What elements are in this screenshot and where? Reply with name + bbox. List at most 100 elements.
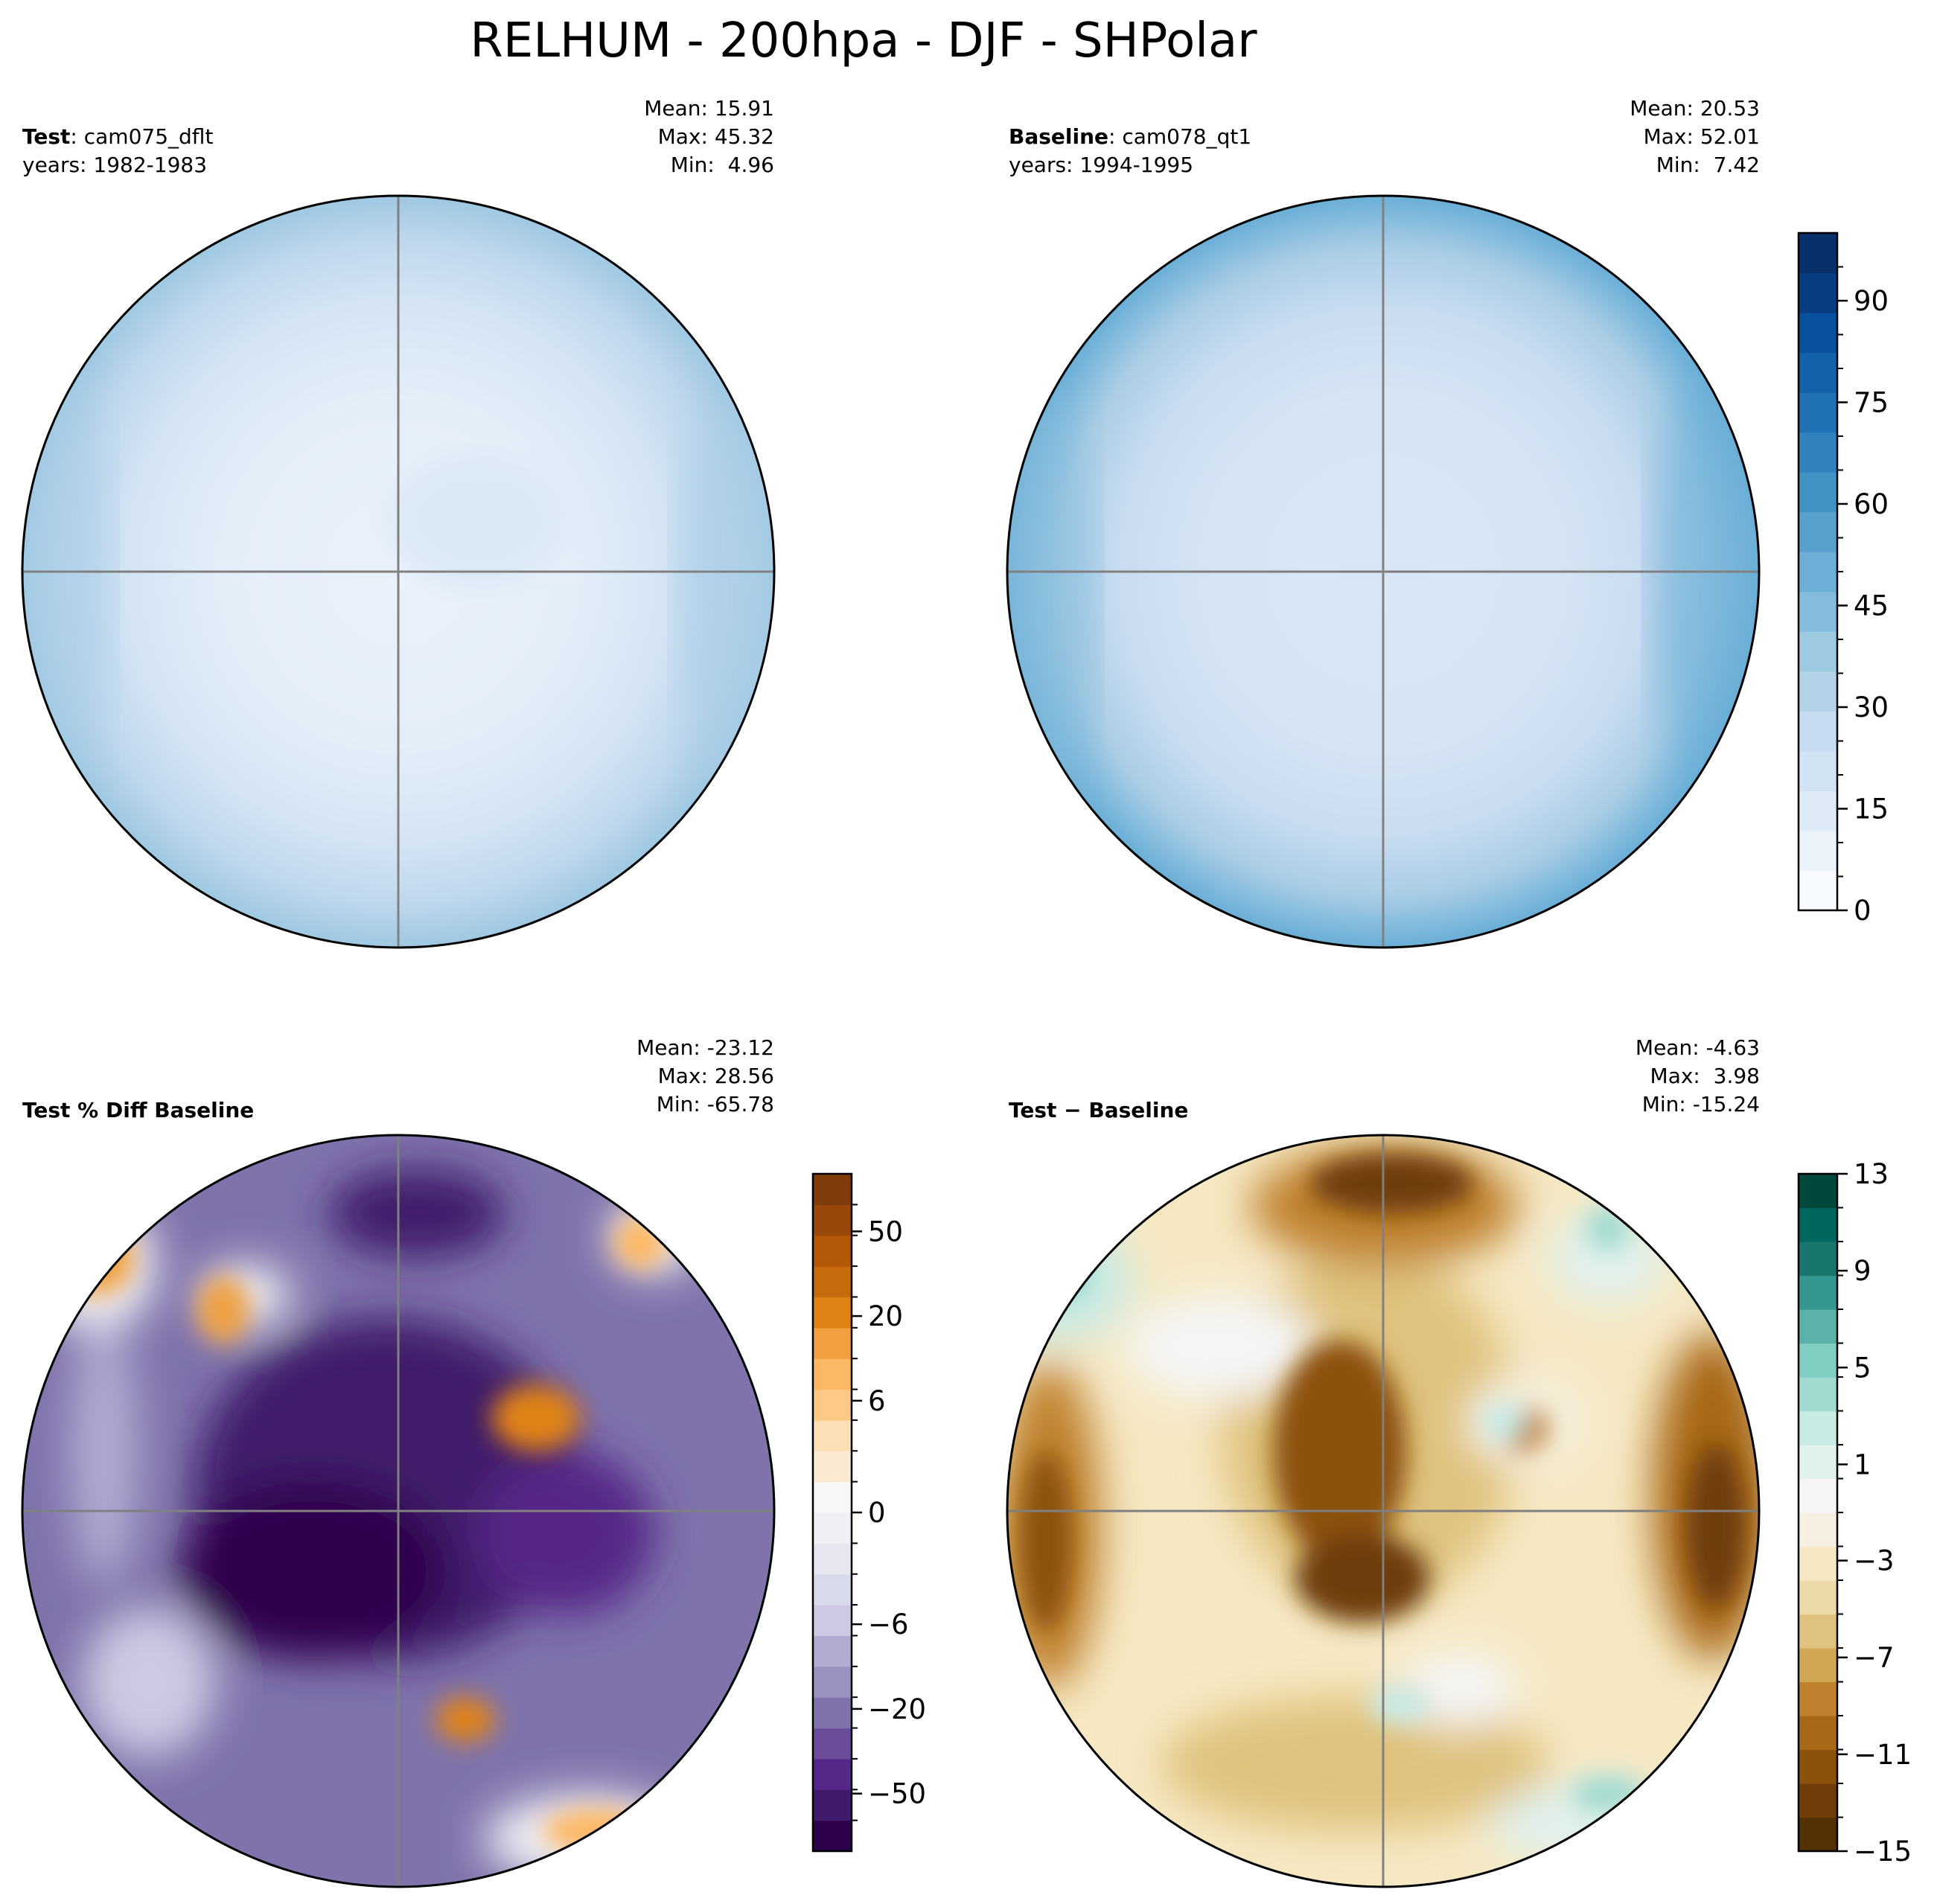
blues-colorbar-segment	[1799, 233, 1837, 274]
puor-colorbar-tick-label: 20	[868, 1300, 903, 1332]
baseline-label-case: : cam078_qt1	[1108, 124, 1252, 149]
puor-colorbar-tick-label: −20	[868, 1693, 926, 1725]
pctdiff-map-boundary	[21, 1134, 776, 1888]
diff-max: Max: 3.98	[1650, 1064, 1760, 1088]
brbg-colorbar-tick-label: 5	[1854, 1352, 1871, 1384]
puor-colorbar-tick-label: 50	[868, 1215, 903, 1247]
blues-colorbar-tick-label: 30	[1854, 691, 1889, 723]
puor-colorbar-segment	[813, 1635, 852, 1667]
puor-colorbar-tick-label: 0	[868, 1497, 886, 1529]
blues-colorbar-segment	[1799, 591, 1837, 632]
puor-colorbar-segment	[813, 1758, 852, 1790]
brbg-colorbar-segment	[1799, 1242, 1837, 1277]
puor-colorbar-segment	[813, 1358, 852, 1390]
puor-colorbar-segment	[813, 1297, 852, 1329]
diff-panel-title: Test − Baseline	[1009, 1096, 1188, 1125]
baseline-map-panel	[1006, 194, 1761, 949]
diff-label-bold: Test − Baseline	[1009, 1098, 1189, 1122]
brbg-colorbar-segment	[1799, 1174, 1837, 1209]
puor-colorbar-tick-label: −50	[868, 1778, 926, 1810]
brbg-colorbar-segment	[1799, 1309, 1837, 1344]
puor-colorbar-segment	[813, 1389, 852, 1421]
puor-colorbar-segment	[813, 1789, 852, 1821]
blues-colorbar-segment	[1799, 552, 1837, 592]
blues-colorbar-segment	[1799, 272, 1837, 313]
diff-stats: Mean: -4.63 Max: 3.98 Min: -15.24	[1636, 1034, 1760, 1119]
blues-colorbar-segment	[1799, 392, 1837, 433]
brbg-colorbar-segment	[1799, 1377, 1837, 1412]
brbg-colorbar-segment	[1799, 1681, 1837, 1716]
brbg-colorbar-segment	[1799, 1445, 1837, 1480]
pctdiff-min: Min: -65.78	[656, 1092, 774, 1116]
test-stats: Mean: 15.91 Max: 45.32 Min: 4.96	[644, 95, 774, 179]
puor-colorbar-segment	[813, 1666, 852, 1698]
puor-colorbar-segment	[813, 1451, 852, 1483]
brbg-colorbar-segment	[1799, 1648, 1837, 1683]
pctdiff-map-panel	[21, 1134, 776, 1888]
blues-colorbar-segment	[1799, 352, 1837, 393]
test-map-boundary	[21, 194, 776, 949]
baseline-map-boundary	[1006, 194, 1761, 949]
baseline-label-bold: Baseline	[1009, 124, 1109, 149]
brbg-colorbar-tick-label: −7	[1854, 1642, 1895, 1674]
brbg-colorbar-tick-label: 1	[1854, 1448, 1871, 1480]
brbg-colorbar-segment	[1799, 1512, 1837, 1547]
blues-colorbar-tick-label: 90	[1854, 285, 1889, 317]
pctdiff-panel-title: Test % Diff Baseline	[22, 1096, 254, 1125]
pctdiff-max: Max: 28.56	[657, 1064, 774, 1088]
test-label-case: : cam075_dflt	[70, 124, 214, 149]
brbg-colorbar-segment	[1799, 1343, 1837, 1378]
brbg-colorbar-segment	[1799, 1275, 1837, 1310]
blues-colorbar-segment	[1799, 790, 1837, 831]
blues-colorbar-tick-label: 0	[1854, 895, 1871, 927]
brbg-colorbar-segment	[1799, 1580, 1837, 1615]
test-years: years: 1982-1983	[22, 153, 208, 177]
diff-mean: Mean: -4.63	[1635, 1035, 1760, 1060]
baseline-min: Min: 7.42	[1656, 153, 1760, 177]
puor-colorbar-segment	[813, 1327, 852, 1359]
brbg-colorbar-segment	[1799, 1546, 1837, 1581]
puor-colorbar-segment	[813, 1204, 852, 1236]
brbg-colorbar-segment	[1799, 1716, 1837, 1751]
puor-colorbar-segment	[813, 1512, 852, 1544]
puor-colorbar-segment	[813, 1820, 852, 1852]
brbg-colorbar-segment	[1799, 1478, 1837, 1513]
puor-colorbar-tick-label: −6	[868, 1609, 909, 1641]
colorbar-brbg: 13 9 5 1 −3 −7 −11 −15	[1797, 1158, 1912, 1868]
blues-colorbar-segment	[1799, 432, 1837, 473]
test-label-bold: Test	[22, 124, 71, 149]
puor-colorbar-segment	[813, 1605, 852, 1637]
puor-colorbar-segment	[813, 1543, 852, 1575]
brbg-colorbar-tick-label: −15	[1854, 1836, 1912, 1868]
blues-colorbar-tick-label: 60	[1854, 488, 1889, 520]
puor-colorbar-segment	[813, 1419, 852, 1451]
puor-colorbar-segment	[813, 1266, 852, 1298]
brbg-colorbar-tick-label: 9	[1854, 1255, 1871, 1287]
baseline-years: years: 1994-1995	[1009, 153, 1194, 177]
blues-colorbar-segment	[1799, 472, 1837, 513]
pctdiff-mean: Mean: -23.12	[636, 1035, 774, 1060]
figure-title: RELHUM - 200hpa - DJF - SHPolar	[470, 13, 1257, 68]
baseline-max: Max: 52.01	[1643, 124, 1760, 149]
diff-min: Min: -15.24	[1641, 1092, 1760, 1116]
blues-colorbar-segment	[1799, 711, 1837, 752]
puor-colorbar-segment	[813, 1697, 852, 1729]
blues-colorbar-segment	[1799, 511, 1837, 552]
test-mean: Mean: 15.91	[644, 96, 774, 121]
puor-colorbar-tick-label: 6	[868, 1385, 886, 1417]
blues-colorbar-segment	[1799, 750, 1837, 792]
blues-colorbar-segment	[1799, 631, 1837, 672]
test-min: Min: 4.96	[670, 153, 774, 177]
baseline-panel-title: Baseline: cam078_qt1	[1009, 123, 1251, 151]
brbg-colorbar-tick-label: 13	[1854, 1158, 1889, 1190]
brbg-colorbar-tick-label: −11	[1854, 1739, 1912, 1771]
brbg-colorbar-segment	[1799, 1749, 1837, 1784]
puor-colorbar-segment	[813, 1728, 852, 1760]
diff-map-panel	[1006, 1134, 1761, 1888]
puor-colorbar-segment	[813, 1174, 852, 1205]
colorbar-puor: 50 20 6 0 −6 −20 −50	[811, 1172, 926, 1853]
brbg-colorbar-segment	[1799, 1783, 1837, 1818]
pctdiff-stats: Mean: -23.12 Max: 28.56 Min: -65.78	[636, 1034, 774, 1119]
blues-colorbar-tick-label: 45	[1854, 590, 1889, 622]
